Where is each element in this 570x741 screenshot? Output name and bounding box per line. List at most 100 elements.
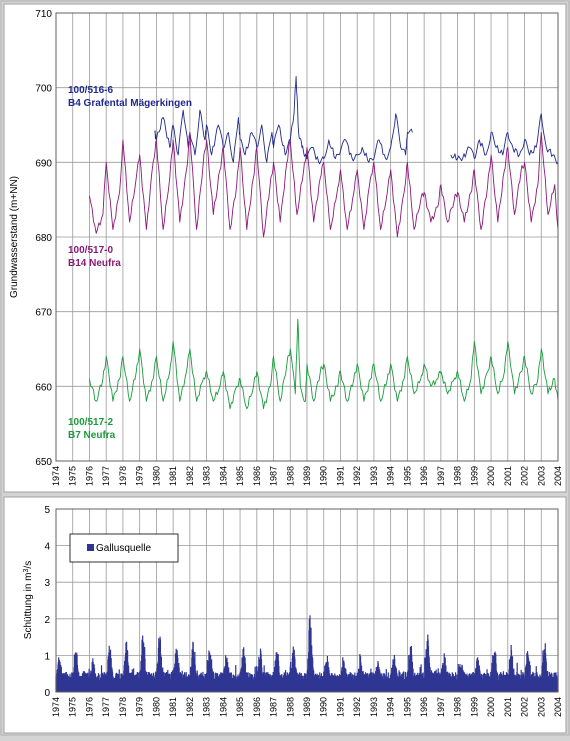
top-y-tick-690: 690: [35, 158, 52, 169]
bottom-y-label-suffix: /s: [23, 561, 34, 569]
top-x-tick-1975: 1975: [68, 466, 78, 486]
bottom-x-tick-1984: 1984: [218, 697, 228, 717]
bottom-x-tick-1977: 1977: [101, 697, 111, 717]
top-x-tick-1999: 1999: [469, 466, 479, 486]
bottom-x-tick-1979: 1979: [135, 697, 145, 717]
bottom-plot-border: [55, 508, 559, 693]
top-x-tick-1983: 1983: [202, 466, 212, 486]
top-x-tick-1986: 1986: [252, 466, 262, 486]
top-x-tick-1978: 1978: [118, 466, 128, 486]
bottom-y-label-prefix: Schüttung in m: [23, 572, 34, 639]
bottom-y-label-sup: 3: [23, 568, 30, 572]
top-x-tick-1998: 1998: [453, 466, 463, 486]
series-2-id-label: 100/517-0: [68, 245, 113, 256]
top-x-tick-1997: 1997: [436, 466, 446, 486]
bottom-y-tick-2: 2: [44, 615, 50, 626]
bottom-x-tick-2004: 2004: [553, 697, 563, 717]
top-x-tick-1984: 1984: [218, 466, 228, 486]
top-x-tick-1979: 1979: [135, 466, 145, 486]
series-3-id-label: 100/517-2: [68, 417, 113, 428]
top-x-tick-2003: 2003: [536, 466, 546, 486]
series-1-name-label: B4 Grafental Mägerkingen: [68, 98, 192, 109]
bottom-x-tick-2001: 2001: [503, 697, 513, 717]
top-y-tick-680: 680: [35, 233, 52, 244]
top-x-tick-1995: 1995: [402, 466, 412, 486]
legend-label: Gallusquelle: [96, 543, 151, 554]
series-3-name-label: B7 Neufra: [68, 430, 116, 441]
top-x-tick-labels: 1974 1975 1976 1977 1978 1979 1980 1981 1982 1983…: [51, 466, 563, 486]
bottom-x-tick-2003: 2003: [536, 697, 546, 717]
top-y-tick-700: 700: [35, 84, 52, 95]
bottom-x-tick-1986: 1986: [252, 697, 262, 717]
bottom-x-tick-2002: 2002: [520, 697, 530, 717]
bottom-x-tick-1981: 1981: [168, 697, 178, 717]
series-line-1-segment-2: [450, 113, 559, 165]
top-panel: [3, 3, 567, 493]
bottom-x-tick-1990: 1990: [319, 697, 329, 717]
top-x-tick-1987: 1987: [269, 466, 279, 486]
bottom-x-tick-1999: 1999: [469, 697, 479, 717]
series-1-id-label: 100/516-6: [68, 85, 113, 96]
top-x-tick-2002: 2002: [520, 466, 530, 486]
bottom-x-tick-1994: 1994: [386, 697, 396, 717]
series-line-2-segment-1: [89, 132, 559, 238]
bottom-x-tick-1988: 1988: [285, 697, 295, 717]
bottom-x-tick-1997: 1997: [436, 697, 446, 717]
top-x-tick-1992: 1992: [352, 466, 362, 486]
bottom-x-tick-1996: 1996: [419, 697, 429, 717]
bottom-x-tick-1985: 1985: [235, 697, 245, 717]
bottom-x-tick-1989: 1989: [302, 697, 312, 717]
top-x-tick-1982: 1982: [185, 466, 195, 486]
bottom-x-tick-1978: 1978: [118, 697, 128, 717]
bottom-y-tick-labels: 0 1 2 3 4 5: [44, 505, 50, 699]
top-x-tick-1996: 1996: [419, 466, 429, 486]
bottom-y-tick-0: 0: [44, 688, 50, 699]
bottom-x-tick-1987: 1987: [269, 697, 279, 717]
top-x-tick-2000: 2000: [486, 466, 496, 486]
bottom-x-tick-1982: 1982: [185, 697, 195, 717]
top-x-tick-2001: 2001: [503, 466, 513, 486]
bottom-y-tick-3: 3: [44, 578, 50, 589]
bottom-x-tick-1992: 1992: [352, 697, 362, 717]
legend: Gallusquelle: [69, 533, 179, 563]
bottom-x-tick-1975: 1975: [68, 697, 78, 717]
top-x-tick-1991: 1991: [335, 466, 345, 486]
bottom-y-tick-5: 5: [44, 505, 50, 516]
top-x-tick-1989: 1989: [302, 466, 312, 486]
top-series-labels: 100/516-6 B4 Grafental Mägerkingen 100/517…: [68, 85, 192, 441]
top-y-tick-710: 710: [35, 9, 52, 20]
bottom-x-tick-2000: 2000: [486, 697, 496, 717]
top-x-tick-1990: 1990: [319, 466, 329, 486]
bottom-y-axis-label: Schüttung in m3/s: [23, 561, 35, 639]
top-x-tick-1974: 1974: [51, 466, 61, 486]
legend-swatch: [87, 544, 94, 551]
top-x-tick-2004: 2004: [553, 466, 563, 486]
top-x-tick-1981: 1981: [168, 466, 178, 486]
top-x-tick-1985: 1985: [235, 466, 245, 486]
top-y-tick-670: 670: [35, 308, 52, 319]
top-x-tick-1994: 1994: [386, 466, 396, 486]
top-x-tick-1976: 1976: [84, 466, 94, 486]
top-y-axis-label: Grundwasserstand (m+NN): [9, 176, 20, 298]
top-y-tick-650: 650: [35, 457, 52, 468]
bottom-x-tick-1998: 1998: [453, 697, 463, 717]
top-x-tick-1977: 1977: [101, 466, 111, 486]
bottom-x-tick-1983: 1983: [202, 697, 212, 717]
top-y-tick-660: 660: [35, 382, 52, 393]
series-line-1-segment-1: [154, 76, 413, 165]
series-line-3-segment-1: [89, 318, 559, 410]
bottom-x-tick-1974: 1974: [51, 697, 61, 717]
bottom-x-tick-labels: 1974 1975 1976 1977 1978 1979 1980 1981 1982 1983…: [51, 697, 563, 717]
series-2-name-label: B14 Neufra: [68, 258, 121, 269]
bottom-y-tick-1: 1: [44, 651, 50, 662]
top-x-tick-1988: 1988: [285, 466, 295, 486]
top-x-tick-1980: 1980: [151, 466, 161, 486]
top-x-tick-1993: 1993: [369, 466, 379, 486]
top-y-tick-labels: 650 660 670 680 690 700 710: [35, 9, 52, 468]
bottom-x-tick-1995: 1995: [402, 697, 412, 717]
top-series-lines: [89, 76, 559, 410]
bottom-x-tick-1980: 1980: [151, 697, 161, 717]
bottom-y-tick-4: 4: [44, 542, 50, 553]
